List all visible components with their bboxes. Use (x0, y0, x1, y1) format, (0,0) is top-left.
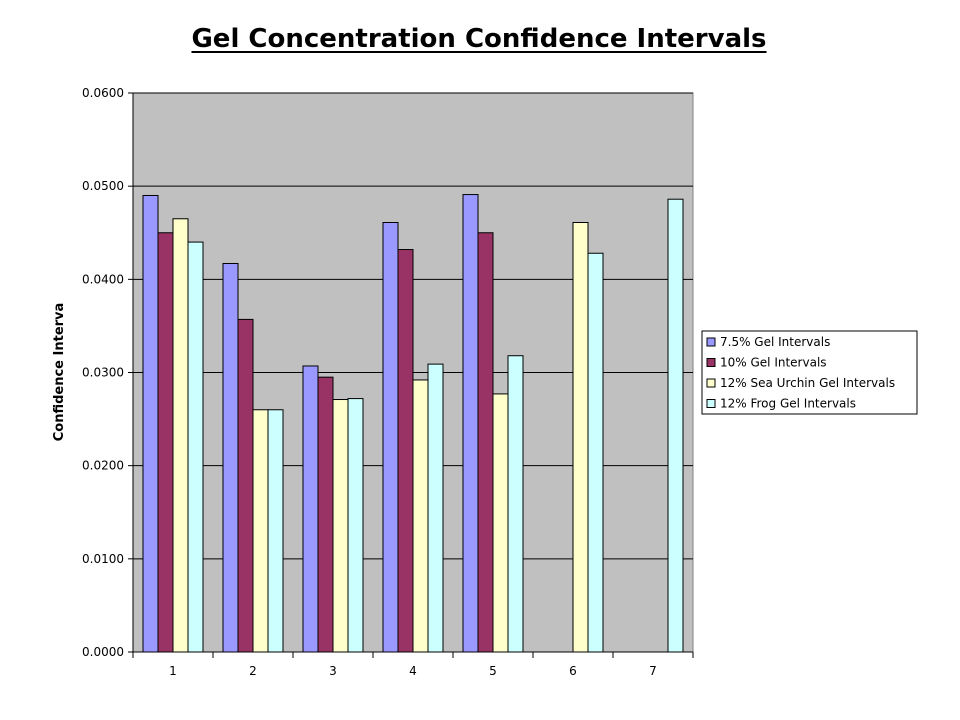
bar (587, 252, 604, 653)
legend-label: 7.5% Gel Intervals (720, 335, 830, 349)
x-tick-label: 4 (409, 664, 417, 678)
legend-swatch (706, 378, 716, 388)
legend-box (701, 330, 918, 415)
legend: 7.5% Gel Intervals 10% Gel Intervals 12% S… (701, 330, 918, 415)
y-tick-label: 0.0200 (82, 459, 124, 473)
bar (332, 399, 349, 653)
x-tick-label: 2 (249, 664, 257, 678)
legend-swatch (706, 337, 716, 347)
bar (462, 194, 479, 653)
y-tick-label: 0.0500 (82, 179, 124, 193)
bar (477, 232, 494, 653)
y-axis-title: Confidence Interva (52, 303, 67, 442)
legend-label: 12% Sea Urchin Gel Intervals (720, 376, 895, 390)
bar (412, 379, 429, 653)
bar (187, 241, 204, 653)
x-tick-label: 1 (169, 664, 177, 678)
y-tick-label: 0.0600 (82, 86, 124, 100)
bar (142, 194, 159, 653)
bar (267, 409, 284, 653)
x-tick-label: 6 (569, 664, 577, 678)
bar (572, 222, 589, 653)
y-tick-label: 0.0000 (82, 645, 124, 659)
x-tick-label: 3 (329, 664, 337, 678)
bar (222, 262, 239, 653)
bar (172, 218, 189, 653)
y-tick-label: 0.0100 (82, 552, 124, 566)
legend-swatch (706, 399, 716, 408)
legend-swatch (706, 358, 716, 367)
legend-label: 10% Gel Intervals (720, 356, 827, 370)
bar (252, 409, 269, 653)
bar (237, 318, 254, 653)
bar (302, 365, 319, 653)
bar (347, 398, 364, 653)
legend-label: 12% Frog Gel Intervals (720, 397, 856, 411)
bar (397, 249, 414, 653)
x-tick-label: 7 (649, 664, 657, 678)
y-tick-label: 0.0400 (82, 272, 124, 286)
plot-area: 0.0000 0.0100 0.0200 0.0300 0.0400 0.0500 0.06… (82, 86, 694, 678)
bar (317, 376, 334, 653)
bar (427, 363, 444, 653)
bar (382, 222, 399, 653)
y-tick-label: 0.0300 (82, 366, 124, 380)
bar (667, 198, 684, 653)
bar (492, 393, 509, 653)
chart-title: Gel Concentration Confidence Intervals (191, 24, 766, 54)
x-tick-label: 5 (489, 664, 497, 678)
bar (507, 355, 524, 653)
bar (157, 232, 174, 653)
